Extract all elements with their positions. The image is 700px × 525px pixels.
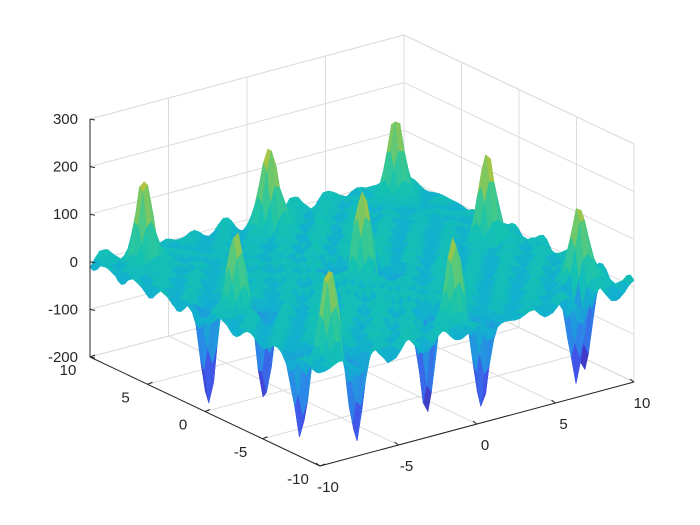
y-tick bbox=[147, 381, 153, 385]
y-tick-label: 5 bbox=[121, 389, 129, 406]
x-tick-label: -10 bbox=[317, 479, 339, 496]
y-tick-label: -10 bbox=[287, 471, 309, 488]
top-back-edge bbox=[89, 34, 635, 145]
surface-mesh bbox=[89, 121, 635, 441]
x-tick bbox=[551, 399, 556, 404]
y-tick bbox=[204, 409, 211, 412]
x-tick-label: 10 bbox=[634, 395, 651, 412]
surface-patch bbox=[316, 370, 325, 374]
x-tick-label: 0 bbox=[481, 437, 489, 454]
x-tick-label: -5 bbox=[400, 458, 413, 475]
y-tick-label: 0 bbox=[179, 417, 187, 434]
tick-labels: -200 -100 0 100 200 300 -10 -5 0 5 10 -10 -5 0 5 10 bbox=[48, 111, 650, 496]
z-tick-label: 300 bbox=[53, 111, 78, 128]
z-tick-label: -200 bbox=[48, 349, 78, 366]
z-tick-label: 0 bbox=[70, 254, 78, 271]
y-tick bbox=[262, 436, 268, 440]
z-tick bbox=[89, 261, 96, 264]
z-tick bbox=[89, 308, 96, 311]
x-tick bbox=[629, 378, 635, 383]
z-tick bbox=[89, 213, 96, 216]
z-grid-line-5 bbox=[89, 34, 635, 145]
x-tick-label: 5 bbox=[559, 416, 567, 433]
y-tick-label: 10 bbox=[60, 362, 77, 379]
y-tick bbox=[89, 354, 96, 358]
axes bbox=[89, 118, 635, 467]
z-tick bbox=[89, 118, 96, 121]
z-tick bbox=[89, 166, 96, 169]
z-grid-line-4 bbox=[89, 82, 635, 193]
x-tick bbox=[315, 462, 321, 467]
x-tick bbox=[394, 441, 399, 446]
z-tick-label: 100 bbox=[53, 206, 78, 223]
y-tick-label: -5 bbox=[234, 444, 247, 461]
z-tick-label: 200 bbox=[53, 159, 78, 176]
z-tick-label: -100 bbox=[48, 301, 78, 318]
x-tick bbox=[472, 420, 478, 425]
y-tick bbox=[319, 463, 326, 467]
